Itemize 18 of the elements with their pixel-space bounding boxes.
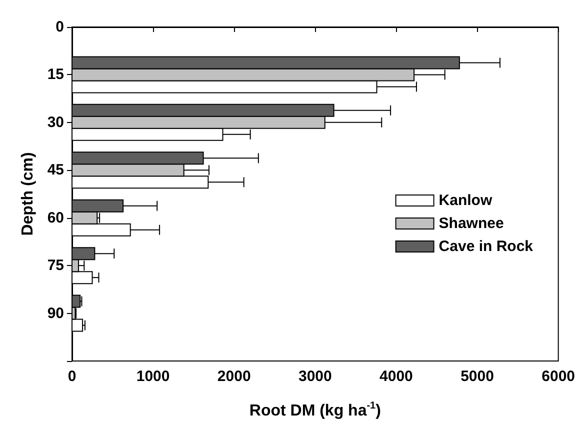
x-tick-label: 1000	[136, 368, 170, 385]
x-tick-label: 5000	[460, 368, 494, 385]
legend-label: Kanlow	[438, 192, 492, 209]
y-tick-label: 0	[56, 18, 64, 36]
x-tick-label: 6000	[542, 368, 576, 385]
x-tick-label: 2000	[217, 368, 251, 385]
y-tick-label: 60	[47, 209, 64, 226]
legend-label: Cave in Rock	[438, 238, 534, 255]
legend-label: Shawnee	[438, 215, 504, 232]
y-axis-title: Depth (cm)	[20, 152, 36, 236]
y-tick-label: 90	[47, 304, 64, 322]
x-tick-label: 4000	[380, 368, 413, 385]
y-tick-label: 75	[47, 257, 64, 274]
y-tick-label: 30	[47, 114, 64, 131]
x-tick-label: 0	[68, 368, 76, 385]
y-tick-label: 15	[47, 66, 64, 84]
y-tick-label: 45	[47, 162, 64, 179]
x-tick-label: 3000	[298, 368, 332, 385]
